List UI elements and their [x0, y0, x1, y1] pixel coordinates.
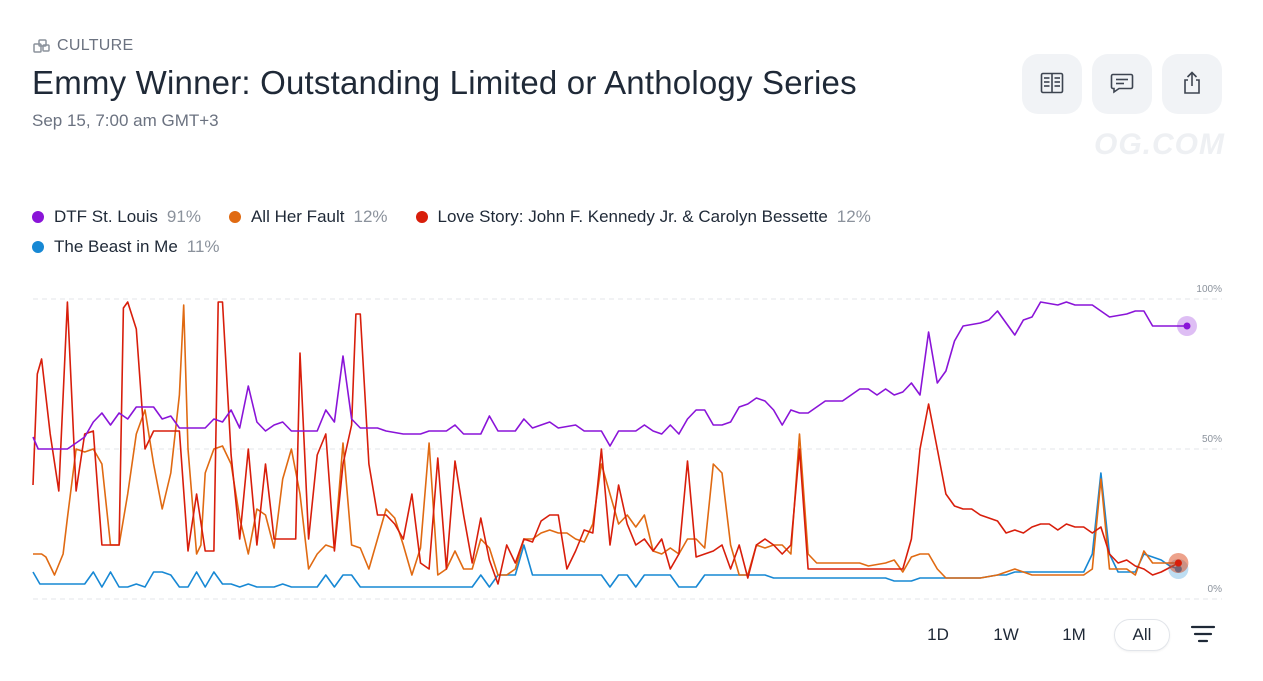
event-date: Sep 15, 7:00 am GMT+3: [32, 111, 219, 130]
legend-dot: [228, 211, 241, 223]
share-icon: [1181, 70, 1203, 98]
series-line-all-her-fault: [33, 304, 1179, 579]
book-icon: [1040, 72, 1064, 97]
legend-name: The Beast in Me: [54, 237, 178, 256]
category-text: CULTURE: [57, 37, 134, 54]
legend-item-dtf-st-louis[interactable]: DTF St. Louis 91%: [32, 207, 201, 227]
legend-item-all-her-fault[interactable]: All Her Fault 12%: [228, 207, 388, 227]
series-end-point: [1183, 322, 1191, 330]
series-line-love-story-john-f-kennedy-jr-carolyn-bessette: [32, 301, 1179, 585]
legend-item-love-story[interactable]: Love Story: John F. Kennedy Jr. & Caroly…: [415, 207, 871, 227]
comments-button[interactable]: [1092, 54, 1152, 114]
series-end-point: [1174, 559, 1182, 567]
legend-dot: [32, 241, 44, 253]
legend-name: DTF St. Louis: [54, 207, 158, 226]
range-1w-button[interactable]: 1W: [978, 619, 1034, 651]
legend-percent: 12%: [353, 207, 388, 226]
rules-button[interactable]: [1022, 54, 1082, 114]
legend-percent: 91%: [166, 207, 201, 226]
filter-icon: [1190, 625, 1216, 647]
watermark: OG.COM: [1094, 128, 1225, 161]
legend-name: Love Story: John F. Kennedy Jr. & Caroly…: [437, 207, 828, 226]
series-end-point: [1174, 565, 1182, 573]
share-button[interactable]: [1162, 54, 1222, 114]
filter-button[interactable]: [1186, 620, 1220, 651]
legend-item-the-beast-in-me[interactable]: The Beast in Me 11%: [32, 237, 220, 257]
y-tick-label: 0%: [1208, 584, 1223, 595]
range-1m-button[interactable]: 1M: [1046, 619, 1102, 651]
y-tick-label: 100%: [1196, 284, 1222, 295]
range-1d-button[interactable]: 1D: [910, 619, 966, 651]
legend-percent: 11%: [186, 237, 220, 256]
category-label: CULTURE: [33, 37, 133, 55]
price-history-chart[interactable]: 100% 50% 0%: [0, 280, 1263, 620]
legend-dot: [415, 211, 428, 223]
legend-name: All Her Fault: [250, 207, 345, 226]
range-all-button[interactable]: All: [1114, 619, 1170, 651]
chart-legend: DTF St. Louis 91% All Her Fault 12% Love…: [32, 202, 1212, 262]
legend-percent: 12%: [836, 207, 871, 226]
series-line-dtf-st-louis: [32, 301, 1187, 450]
comment-icon: [1110, 72, 1134, 97]
page-title: Emmy Winner: Outstanding Limited or Anth…: [32, 64, 857, 101]
legend-dot: [32, 211, 44, 223]
y-tick-label: 50%: [1202, 434, 1222, 445]
category-icon: [33, 38, 51, 54]
range-selector: 1D 1W 1M All: [910, 619, 1220, 651]
